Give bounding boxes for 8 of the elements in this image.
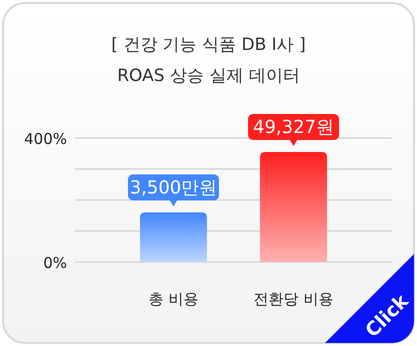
y-tick-label: 0% [43, 254, 67, 272]
y-tick-label: 400% [24, 130, 67, 148]
chart-subtitle: ROAS 상승 실제 데이터 [117, 66, 300, 86]
x-tick-label: 총 비용 [148, 290, 198, 308]
annotation: 3,500만원 [130, 177, 218, 198]
x-tick-label: 전환당 비용 [254, 290, 334, 308]
annotation: 49,327원 [253, 116, 334, 138]
chart-title: [ 건강 기능 식품 DB I사 ] [111, 35, 306, 55]
